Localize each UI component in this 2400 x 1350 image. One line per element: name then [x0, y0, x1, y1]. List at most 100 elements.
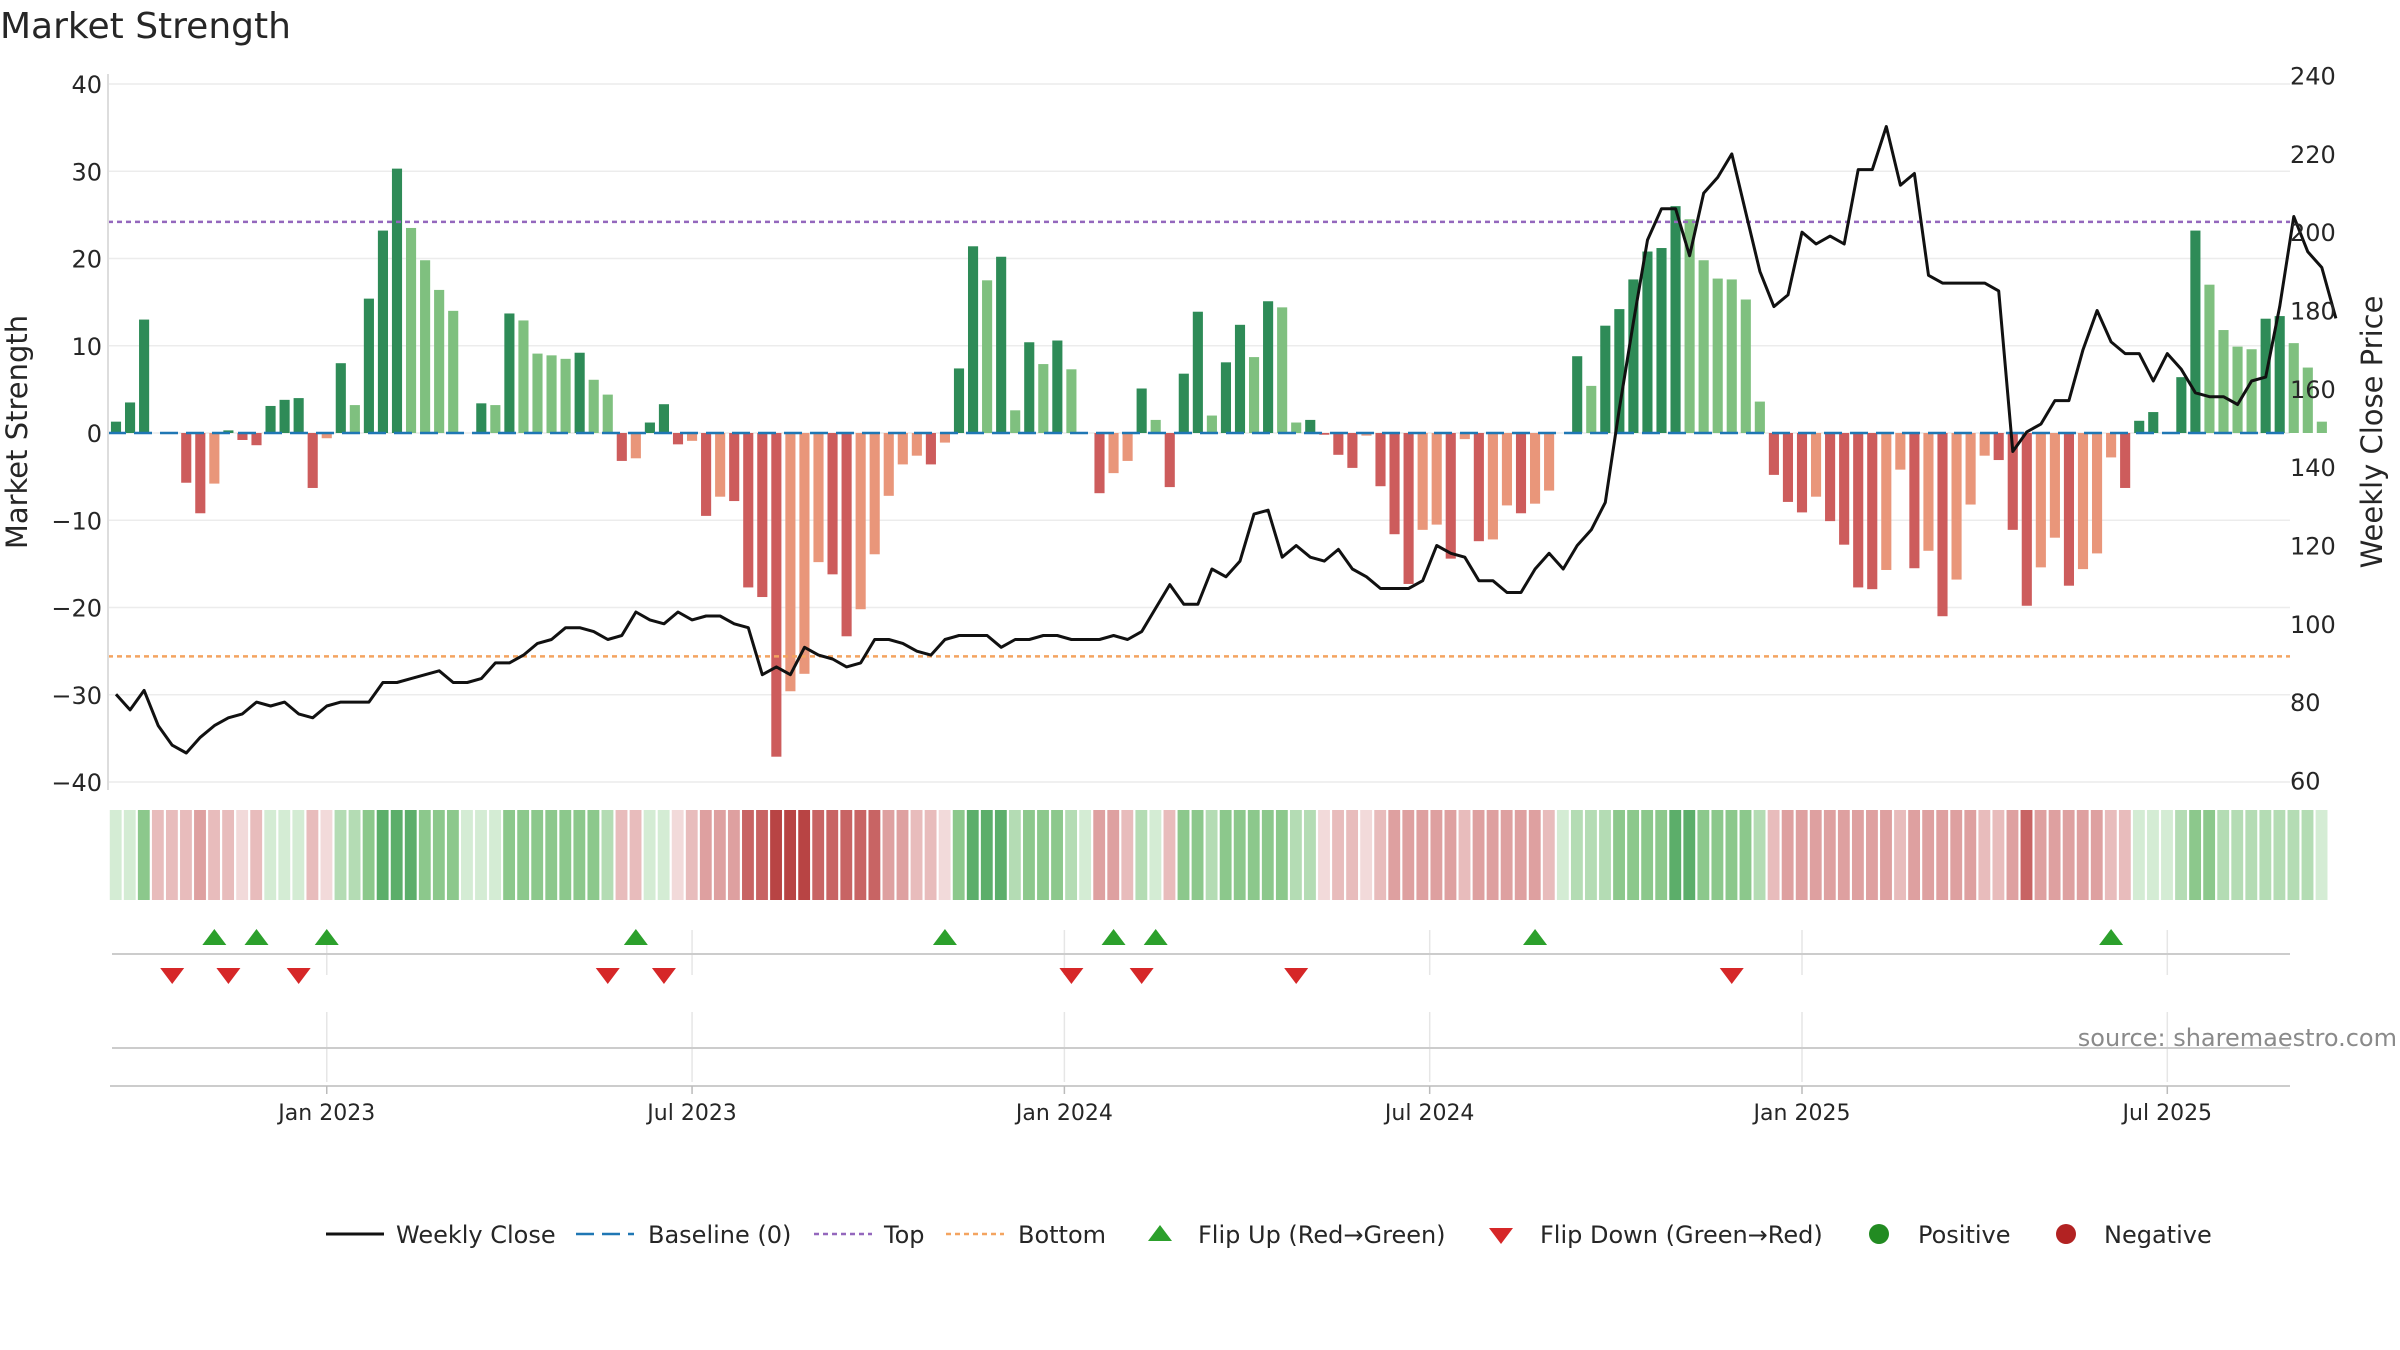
- strength-bar: [2077, 433, 2089, 570]
- heat-cell: [137, 810, 150, 900]
- heat-cell: [559, 810, 572, 900]
- strength-bar: [1839, 433, 1850, 545]
- heat-cell: [1599, 810, 1611, 900]
- heat-cell: [2118, 810, 2131, 900]
- heat-cell: [629, 810, 642, 900]
- strength-bar: [1459, 433, 1470, 440]
- strength-bar: [911, 433, 922, 456]
- heat-cell: [1753, 810, 1766, 900]
- strength-bar: [1024, 342, 1035, 433]
- strength-bar: [2190, 230, 2201, 433]
- legend-positive-swatch: [1869, 1224, 1889, 1244]
- strength-bar: [1515, 433, 1527, 514]
- strength-bar: [2232, 346, 2243, 433]
- strength-bar: [335, 363, 346, 433]
- strength-bar: [1586, 385, 1597, 433]
- strength-bar: [1136, 388, 1147, 433]
- strength-bar: [420, 260, 431, 433]
- legend-positive-label: Positive: [1918, 1221, 2011, 1249]
- heat-cell: [1627, 810, 1640, 900]
- flip-up-marker: [2099, 929, 2124, 945]
- heat-cell: [1823, 810, 1836, 900]
- x-tick-label: Jul 2023: [645, 1101, 737, 1126]
- strength-bar: [799, 433, 810, 674]
- heat-cell: [2259, 810, 2272, 900]
- heat-cell: [2175, 810, 2187, 900]
- heat-cell: [1261, 810, 1274, 900]
- strength-bar: [701, 433, 712, 516]
- heat-cell: [826, 810, 839, 900]
- strength-bar: [2091, 433, 2103, 554]
- y2-tick-label: 140: [2290, 454, 2336, 482]
- strength-bar: [1572, 356, 1583, 433]
- flip-down-marker: [1059, 968, 1084, 984]
- strength-bar: [715, 433, 726, 497]
- strength-bar: [1867, 433, 1878, 590]
- heat-cell: [896, 810, 909, 900]
- heat-cell: [489, 810, 501, 900]
- heat-cell: [1191, 810, 1204, 900]
- strength-bar: [1263, 301, 1274, 433]
- flip-up-marker: [1143, 929, 1168, 945]
- heat-cell: [1922, 810, 1935, 900]
- flip-up-marker: [1101, 929, 1126, 945]
- grid-layer: [108, 83, 2290, 1082]
- heat-cell: [868, 810, 881, 900]
- heat-cell: [1711, 810, 1724, 900]
- legend-baseline-label: Baseline (0): [648, 1221, 791, 1249]
- y2-tick-label: 60: [2290, 767, 2321, 795]
- heat-cell: [812, 810, 825, 900]
- axes: 403020100−10−20−30−402402202001801601401…: [51, 63, 2335, 1126]
- heat-cell: [278, 810, 291, 900]
- strength-bar: [1220, 362, 1232, 433]
- strength-bar: [897, 433, 908, 465]
- heat-cell: [320, 810, 333, 900]
- heat-cell: [376, 810, 389, 900]
- heat-cell: [2020, 810, 2033, 900]
- y2-tick-label: 160: [2290, 376, 2336, 404]
- heat-cell: [1008, 810, 1021, 900]
- strength-bar: [616, 433, 627, 461]
- strength-bar: [1726, 279, 1737, 433]
- heat-cell: [264, 810, 277, 900]
- strength-bar: [1389, 433, 1400, 535]
- heat-cell: [854, 810, 867, 900]
- strength-bar: [391, 168, 403, 433]
- flip-down-marker: [1284, 968, 1309, 984]
- strength-bar: [883, 433, 894, 496]
- heat-cell: [222, 810, 235, 900]
- heat-cell: [1570, 810, 1583, 900]
- x-tick-label: Jan 2024: [1014, 1101, 1113, 1126]
- strength-bar: [982, 280, 993, 433]
- heat-cell: [1233, 810, 1246, 900]
- flip-markers: [112, 929, 2290, 1049]
- heat-cell: [1992, 810, 2005, 900]
- y2-axis-label: Weekly Close Price: [2355, 296, 2389, 569]
- strength-bar: [124, 402, 136, 433]
- heat-cell: [1318, 810, 1330, 900]
- heat-cell: [1374, 810, 1387, 900]
- heat-cell: [446, 810, 459, 900]
- heat-cell: [1950, 810, 1963, 900]
- strength-bar: [363, 298, 374, 433]
- heat-cell: [1795, 810, 1808, 900]
- heat-cell: [1514, 810, 1527, 900]
- heat-cell: [1866, 810, 1878, 900]
- strength-bar: [279, 399, 290, 433]
- strength-bar: [686, 433, 698, 441]
- strength-bar: [251, 433, 262, 446]
- strength-bar: [1656, 248, 1667, 433]
- strength-bar: [1796, 433, 1808, 513]
- heat-cell: [2189, 810, 2202, 900]
- heat-cell: [1304, 810, 1316, 900]
- strength-bar: [1881, 433, 1892, 570]
- strength-bar: [2021, 433, 2032, 606]
- y-tick-label: −20: [51, 595, 102, 623]
- strength-bar: [1431, 433, 1442, 525]
- strength-bar: [1164, 433, 1175, 488]
- y-tick-label: 10: [71, 333, 102, 361]
- heat-cell: [1177, 810, 1190, 900]
- heat-cell: [123, 810, 136, 900]
- strength-bar: [1825, 433, 1836, 522]
- strength-bar: [1628, 279, 1639, 433]
